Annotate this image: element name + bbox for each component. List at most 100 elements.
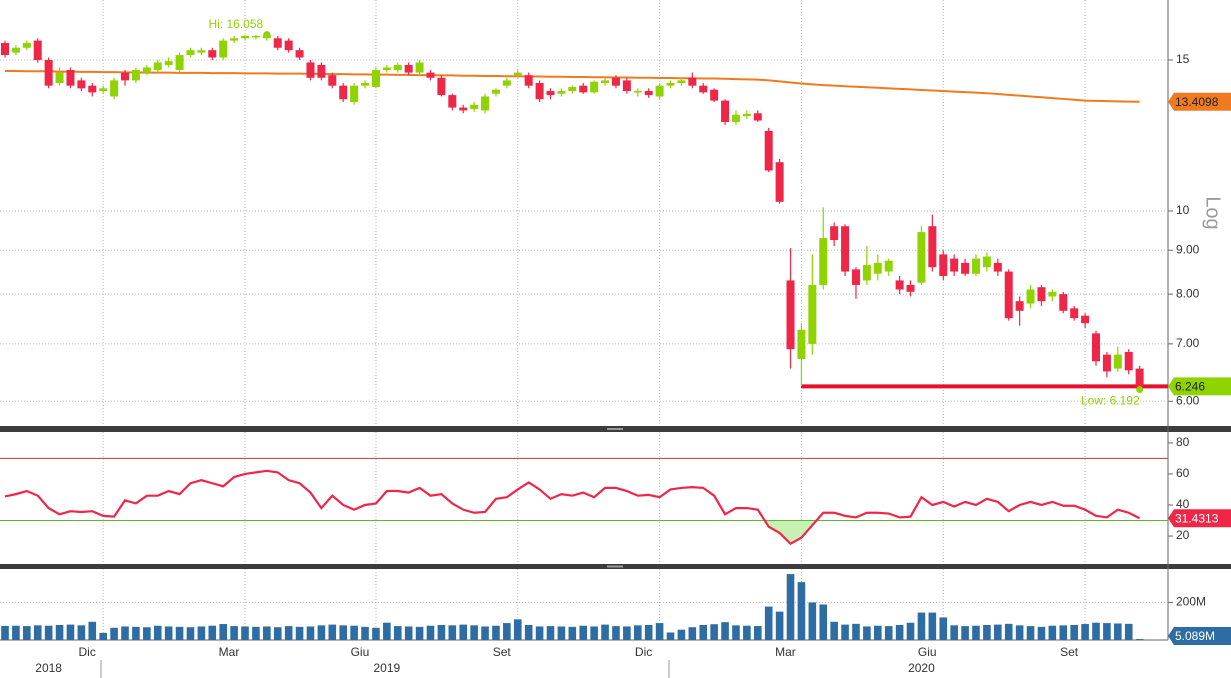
volume-bar (1092, 622, 1100, 640)
volume-bar (1081, 624, 1089, 640)
candle-body (1037, 287, 1046, 302)
candle-body (1124, 351, 1133, 371)
volume-bar (721, 622, 729, 640)
volume-bar (361, 626, 369, 640)
volume-bar (197, 626, 206, 640)
volume-bar (317, 625, 326, 640)
candle-body (1113, 354, 1122, 369)
candle-body (142, 67, 151, 73)
volume-bar (808, 602, 817, 640)
candle-body (371, 70, 380, 88)
candle-body (590, 81, 599, 93)
volume-bar (1103, 623, 1111, 640)
candle-body (928, 226, 937, 268)
y-tick-label: 20 (1176, 528, 1190, 542)
volume-bar (1124, 623, 1133, 640)
candle-body (611, 77, 620, 86)
x-tick-label: Giu (351, 645, 370, 659)
candle-body (230, 38, 239, 41)
candle-body (1004, 271, 1013, 319)
volume-bar (273, 627, 282, 640)
candle-body (361, 83, 370, 86)
volume-bar (928, 612, 937, 640)
candle-body (721, 100, 730, 122)
candle-body (491, 89, 500, 94)
volume-bar (1048, 625, 1057, 640)
candle-body (328, 75, 337, 86)
candle-body (993, 262, 1002, 272)
volume-bar (699, 624, 708, 640)
candle-body (884, 260, 893, 272)
candle-body (186, 50, 195, 56)
candle-body (470, 104, 479, 109)
y-tick-label: 60 (1176, 466, 1190, 480)
volume-bar (644, 624, 653, 640)
volume-bar (764, 606, 773, 640)
candle-body (99, 88, 108, 92)
volume-bar (481, 626, 489, 640)
x-tick-label: Giu (918, 645, 937, 659)
candle-body (557, 91, 566, 94)
volume-bar (983, 624, 991, 640)
candle-body (699, 85, 708, 93)
volume-bar (110, 627, 118, 640)
candle-body (273, 38, 282, 48)
candle-body (22, 42, 31, 48)
volume-bar (33, 625, 42, 640)
candle-body (644, 91, 653, 96)
candle-body (688, 77, 697, 86)
candle-body (950, 258, 959, 272)
volume-bar (23, 626, 31, 640)
high-marker (263, 31, 271, 39)
volume-bar (295, 626, 304, 640)
candle-body (677, 80, 686, 84)
candle-body (568, 87, 577, 92)
scale-label: Log (1202, 196, 1224, 229)
candle-body (710, 89, 719, 101)
candle-body (175, 55, 184, 71)
candle-body (819, 238, 828, 285)
volume-bar (732, 625, 740, 640)
volume-bar (994, 624, 1002, 640)
candle-body (1059, 294, 1068, 311)
x-year-label: 2019 (373, 661, 400, 675)
volume-bar (219, 624, 227, 640)
volume-bar (175, 626, 184, 640)
candle-body (131, 70, 140, 81)
volume-bar (535, 626, 544, 640)
candle-body (731, 114, 740, 122)
volume-bar (513, 619, 522, 640)
x-tick-label: Set (493, 645, 512, 659)
candle-body (1048, 291, 1057, 297)
volume-bar (677, 629, 686, 640)
candle-body (448, 95, 457, 108)
candle-body (55, 72, 64, 84)
candle-body (808, 284, 817, 344)
candle-body (841, 226, 850, 272)
indicator-line (4, 469, 1141, 546)
candle-body (982, 256, 991, 268)
y-tick-label: 10 (1176, 203, 1190, 217)
volume-bar (917, 612, 926, 640)
candle-body (546, 91, 555, 96)
volume-bar (143, 627, 151, 640)
volume-bar (164, 626, 173, 640)
volume-bar (1026, 626, 1035, 640)
volume-bar (1004, 623, 1013, 640)
volume-bar (972, 625, 980, 640)
volume-bar (753, 626, 762, 640)
volume-bar (77, 625, 86, 640)
volume-bar (710, 624, 718, 640)
candle-body (906, 284, 915, 292)
candle-body (153, 62, 162, 71)
candle-body (481, 96, 490, 111)
volume-bar (950, 625, 958, 640)
volume-bar (786, 574, 795, 640)
volume-bar (1, 625, 9, 640)
volume-bar (895, 624, 904, 640)
candle-body (382, 67, 391, 71)
volume-bar (1070, 624, 1078, 640)
volume-bar (12, 625, 20, 640)
candle-body (1015, 301, 1024, 311)
volume-bar (1015, 625, 1024, 640)
